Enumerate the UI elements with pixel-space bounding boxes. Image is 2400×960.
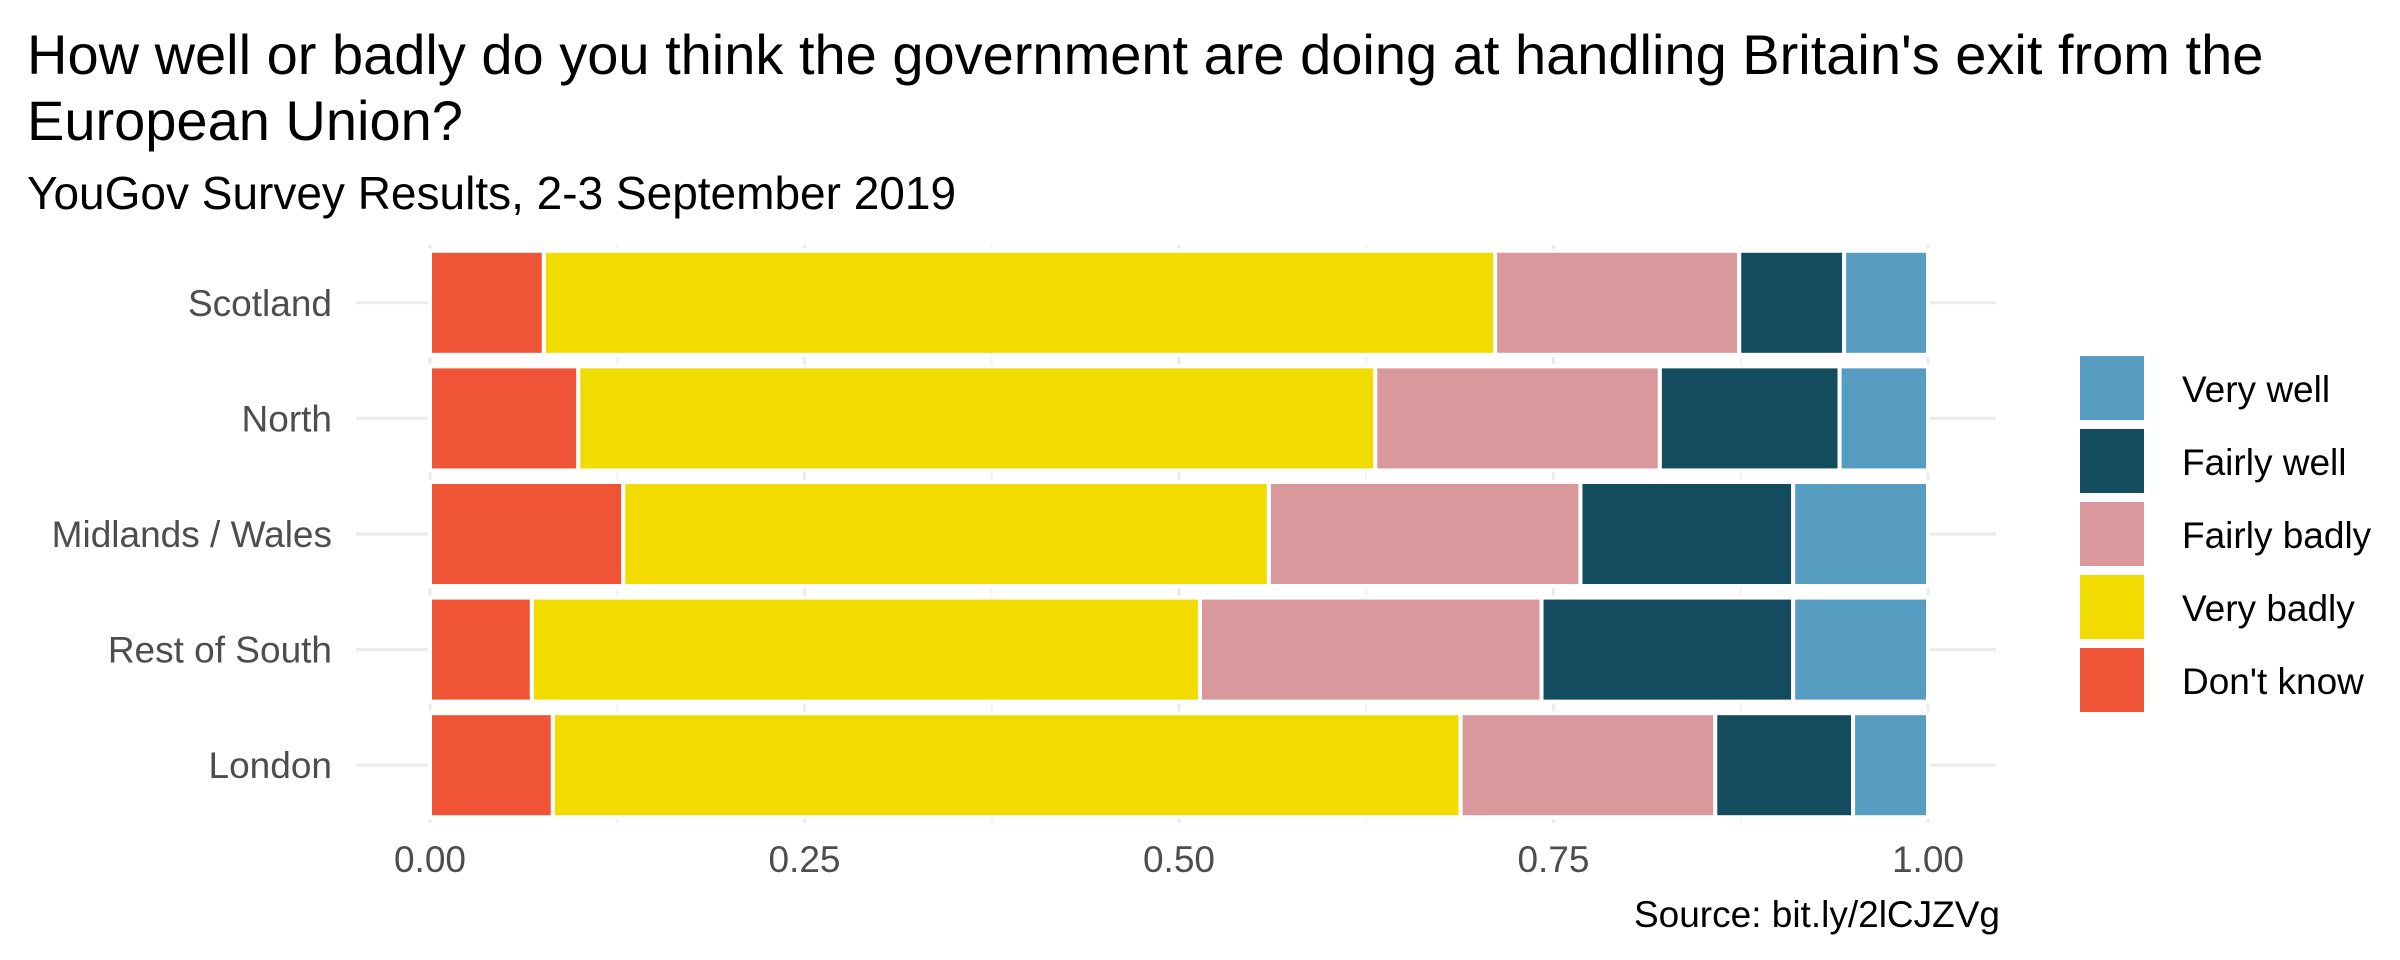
legend-swatch xyxy=(2080,356,2144,420)
y-axis-label: Midlands / Wales xyxy=(52,514,332,555)
bar-segment-fairly-well xyxy=(1578,479,1796,589)
bar-segment-very-badly xyxy=(529,595,1202,704)
bar-segment-fairly-badly xyxy=(1197,595,1544,704)
bar-segment-very-badly xyxy=(550,711,1463,820)
y-axis-label: London xyxy=(209,745,332,786)
x-axis-tick-label: 0.50 xyxy=(1143,839,1215,880)
legend-swatch xyxy=(2080,575,2144,639)
x-axis-tick-label: 1.00 xyxy=(1892,839,1964,880)
y-axis-label: North xyxy=(242,398,332,439)
bar-segment-very-well xyxy=(1791,595,1931,704)
x-axis-tick-labels: 0.00 0.25 0.50 0.75 1.00 xyxy=(394,839,1964,880)
chart-subtitle: YouGov Survey Results, 2-3 September 201… xyxy=(27,167,957,219)
bar-segment-fairly-well xyxy=(1539,595,1796,704)
chart-title: How well or badly do you think the gover… xyxy=(27,23,2264,152)
legend-label: Very well xyxy=(2182,369,2331,410)
y-axis-label: Rest of South xyxy=(108,630,332,671)
bar-segment-fairly-badly xyxy=(1458,711,1718,820)
legend-label: Fairly well xyxy=(2182,442,2347,483)
bar-segment-very-badly xyxy=(541,248,1498,357)
source-caption: Source: bit.ly/2lCJZVg xyxy=(1633,894,2000,935)
bar-segment-very-well xyxy=(1842,248,1931,357)
y-axis-labels: Scotland North Midlands / Wales Rest of Sou… xyxy=(52,283,332,786)
bar-segment-very-badly xyxy=(621,479,1271,589)
bar-segment-fairly-well xyxy=(1713,711,1856,820)
legend-swatch xyxy=(2080,502,2144,566)
x-axis-tick-label: 0.00 xyxy=(394,839,466,880)
legend-swatch xyxy=(2080,648,2144,712)
bars xyxy=(428,248,1931,820)
bar-segment-don-t-know xyxy=(428,248,546,357)
legend-label: Don't know xyxy=(2182,661,2364,702)
bar-segment-very-well xyxy=(1791,479,1931,589)
x-axis-tick-label: 0.75 xyxy=(1517,839,1589,880)
bar-segment-fairly-well xyxy=(1657,364,1842,473)
bar-segment-don-t-know xyxy=(428,711,555,820)
bar-segment-very-well xyxy=(1837,364,1931,473)
legend-swatch xyxy=(2080,429,2144,493)
x-axis-tick-label: 0.25 xyxy=(768,839,840,880)
bar-segment-very-badly xyxy=(576,364,1378,473)
bar-segment-don-t-know xyxy=(428,479,626,589)
bar-segment-don-t-know xyxy=(428,595,534,704)
bar-segment-fairly-badly xyxy=(1266,479,1583,589)
bar-segment-fairly-badly xyxy=(1493,248,1742,357)
legend-label: Very badly xyxy=(2182,588,2355,629)
y-axis-label: Scotland xyxy=(188,283,332,324)
bar-segment-fairly-well xyxy=(1737,248,1847,357)
bar-segment-fairly-badly xyxy=(1373,364,1662,473)
bar-segment-very-well xyxy=(1851,711,1930,820)
legend-label: Fairly badly xyxy=(2182,515,2372,556)
bar-segment-don-t-know xyxy=(428,364,581,473)
